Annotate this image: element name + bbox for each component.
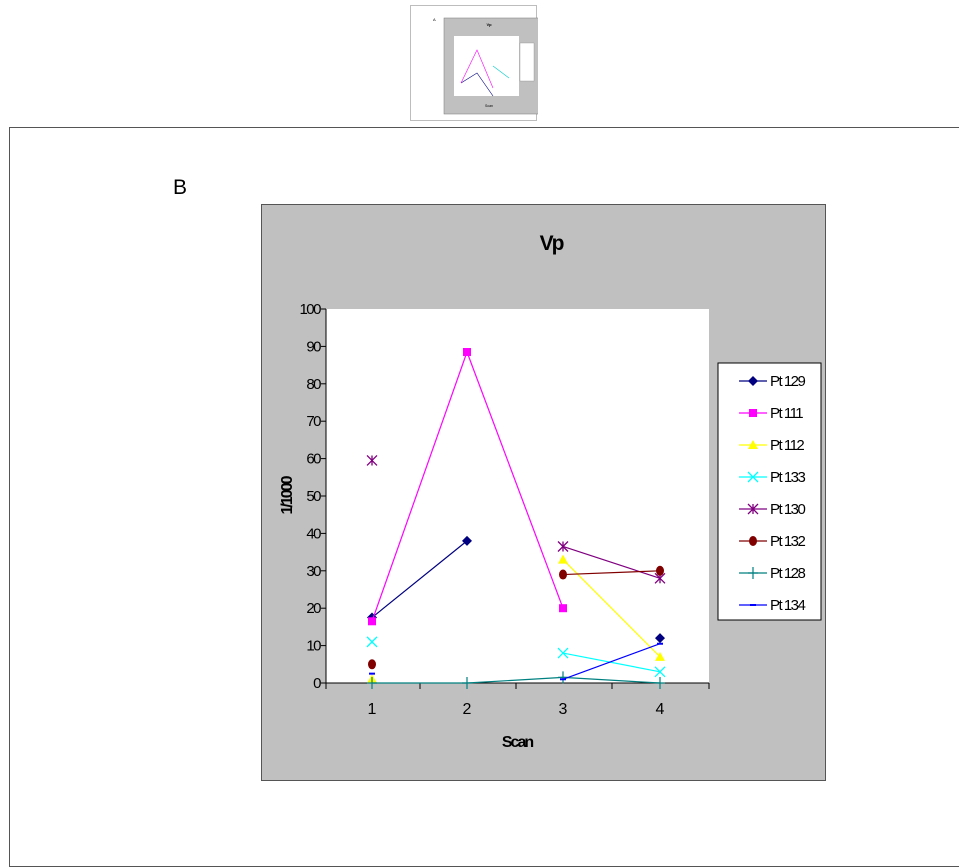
legend-marker	[747, 471, 759, 483]
data-point	[656, 565, 664, 576]
y-axis-title: 1/1000	[279, 475, 296, 514]
data-point	[559, 569, 567, 580]
series-line-segment	[562, 652, 661, 673]
data-point	[557, 541, 569, 552]
series-5	[366, 455, 666, 584]
data-point	[558, 554, 568, 564]
plot-area	[326, 309, 709, 683]
x-axis: 1 2 3 4	[325, 682, 710, 718]
y-tick-label: 20	[306, 600, 321, 617]
series-group	[366, 348, 666, 689]
thumbnail-line-1	[460, 72, 494, 97]
data-point	[368, 659, 376, 670]
legend-marker	[749, 409, 757, 417]
chart-title: Vp	[540, 232, 564, 255]
legend-item: Pt 111	[739, 405, 805, 422]
legend: Pt 129 Pt 111 Pt 112 Pt 133 Pt 130 Pt 132 Pt 1…	[717, 362, 822, 621]
data-point	[463, 348, 471, 357]
series-line-segment	[562, 676, 661, 684]
data-point	[655, 651, 665, 661]
data-point	[655, 633, 665, 644]
legend-label: Pt 133	[770, 469, 806, 486]
legend-label: Pt 129	[770, 373, 806, 390]
legend-marker	[748, 567, 758, 579]
series-6	[368, 565, 664, 670]
thumbnail-letter: A	[433, 17, 436, 22]
series-8	[369, 642, 663, 681]
data-point	[366, 455, 378, 466]
series-line-segment	[466, 676, 564, 684]
legend-marker	[749, 536, 757, 546]
y-tick-label: 60	[306, 451, 321, 468]
data-point	[462, 677, 472, 689]
legend-label: Pt 134	[770, 597, 806, 614]
legend-marker	[748, 376, 758, 386]
thumbnail-preview[interactable]: A Vp Scan	[410, 5, 538, 121]
legend-item: Pt 134	[739, 597, 807, 614]
thumbnail-plot	[454, 36, 519, 96]
x-axis-title: Scan	[502, 734, 533, 751]
thumbnail-legend	[519, 42, 535, 82]
thumbnail-xlabel: Scan	[485, 104, 493, 108]
legend-marker	[747, 503, 759, 515]
legend-label: Pt 128	[770, 565, 806, 582]
x-tick-label: 2	[463, 701, 472, 718]
series-7	[367, 671, 665, 689]
legend-label: Pt 132	[770, 533, 806, 550]
data-point	[559, 604, 567, 613]
y-tick-label: 0	[313, 675, 321, 692]
series-line-segment	[562, 643, 661, 680]
legend-box	[717, 362, 822, 621]
y-tick-label: 80	[306, 376, 321, 393]
data-point	[557, 647, 569, 659]
data-point	[367, 677, 377, 689]
data-point	[655, 677, 665, 689]
legend-item: Pt 130	[739, 501, 807, 518]
y-axis: 0 10 20 30 40 50 60 70 80 90 100	[299, 301, 327, 692]
data-point	[654, 666, 666, 678]
y-tick-label: 90	[306, 338, 321, 355]
y-tick-label: 100	[299, 301, 321, 318]
legend-marker	[748, 440, 758, 449]
legend-item: Pt 133	[739, 469, 807, 486]
series-4	[366, 636, 666, 678]
legend-label: Pt 112	[770, 437, 804, 454]
thumbnail-chart: A Vp Scan	[433, 17, 538, 115]
y-tick-label: 10	[306, 638, 321, 655]
series-line-segment	[371, 351, 468, 622]
y-tick-label: 50	[306, 488, 321, 505]
thumbnail-line-2	[460, 49, 494, 89]
panel-letter: B	[173, 176, 188, 199]
y-tick-label: 30	[306, 563, 321, 580]
series-2	[368, 348, 567, 626]
series-line-segment	[562, 559, 661, 658]
x-tick-label: 4	[656, 701, 665, 718]
legend-item: Pt 132	[739, 533, 807, 550]
series-line-segment	[562, 570, 661, 576]
y-tick-label: 70	[306, 413, 321, 430]
data-point	[462, 535, 472, 546]
thumbnail-line-3	[492, 65, 510, 79]
legend-label: Pt 130	[770, 501, 806, 518]
data-point	[366, 636, 378, 648]
legend-label: Pt 111	[770, 405, 803, 422]
legend-item: Pt 129	[739, 373, 807, 390]
data-point	[368, 617, 376, 626]
series-line-segment	[562, 545, 661, 579]
data-point	[558, 671, 568, 684]
x-tick-label: 1	[368, 701, 377, 718]
y-tick-label: 40	[306, 525, 321, 542]
x-tick-label: 3	[559, 701, 568, 718]
series-line-segment	[371, 540, 468, 619]
legend-item: Pt 128	[739, 565, 807, 582]
thumbnail-title: Vp	[486, 22, 492, 27]
series-line-segment	[466, 351, 564, 609]
legend-item: Pt 112	[739, 437, 806, 454]
